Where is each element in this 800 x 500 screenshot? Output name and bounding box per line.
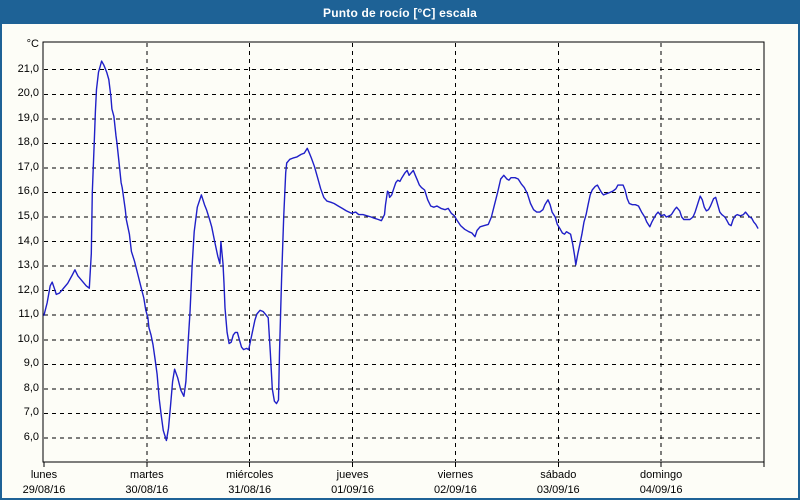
dew-point-line-chart [42, 41, 765, 467]
y-tick-label: 15,0 [17, 210, 39, 223]
plot-border [42, 41, 765, 463]
y-tick-label: 14,0 [17, 234, 39, 247]
y-tick-label: 16,0 [17, 185, 39, 198]
x-tick-date-label: 29/08/16 [22, 484, 66, 496]
x-tick-day-label: viernes [437, 469, 474, 481]
y-tick-label: 6,0 [23, 430, 39, 443]
x-tick-day-label: sábado [540, 469, 577, 481]
dew-point-series-line [43, 60, 759, 442]
y-tick-label: 18,0 [17, 136, 39, 149]
y-tick-label: 13,0 [17, 259, 39, 272]
x-tick-date-label: 03/09/16 [536, 484, 580, 496]
y-tick-label: 11,0 [18, 308, 39, 321]
window-title: Punto de rocío [°C] escala [322, 6, 478, 20]
x-tick-date-label: 02/09/16 [434, 484, 477, 496]
x-tick-date-label: 31/08/16 [228, 484, 272, 496]
window-titlebar: Punto de rocío [°C] escala [2, 2, 798, 24]
x-tick-day-label: jueves [336, 469, 369, 481]
y-axis-unit-label: °C [26, 38, 39, 50]
y-tick-label: 10,0 [17, 332, 39, 345]
y-tick-label: 17,0 [17, 160, 39, 173]
y-tick-label: 12,0 [17, 283, 39, 296]
y-tick-label: 20,0 [17, 87, 39, 100]
chart-area: °C 21,0 20,0 19,0 18,0 17,0 16,0 15,0 14,0 13,0 12… [2, 24, 798, 498]
y-tick-label: 19,0 [17, 111, 39, 124]
x-tick-date-label: 30/08/16 [125, 484, 169, 496]
y-tick-label: 7,0 [23, 406, 39, 419]
x-tick-day-label: martes [130, 469, 164, 481]
x-tick-day-label: domingo [640, 469, 683, 481]
x-tick-day-label: lunes [30, 469, 58, 481]
x-tick-date-label: 04/09/16 [639, 484, 683, 496]
y-tick-label: 9,0 [23, 357, 39, 370]
y-tick-label: 8,0 [23, 381, 39, 394]
x-tick-date-label: 01/09/16 [331, 484, 374, 496]
y-tick-label: 21,0 [17, 62, 39, 75]
x-tick-day-label: miércoles [226, 469, 274, 481]
